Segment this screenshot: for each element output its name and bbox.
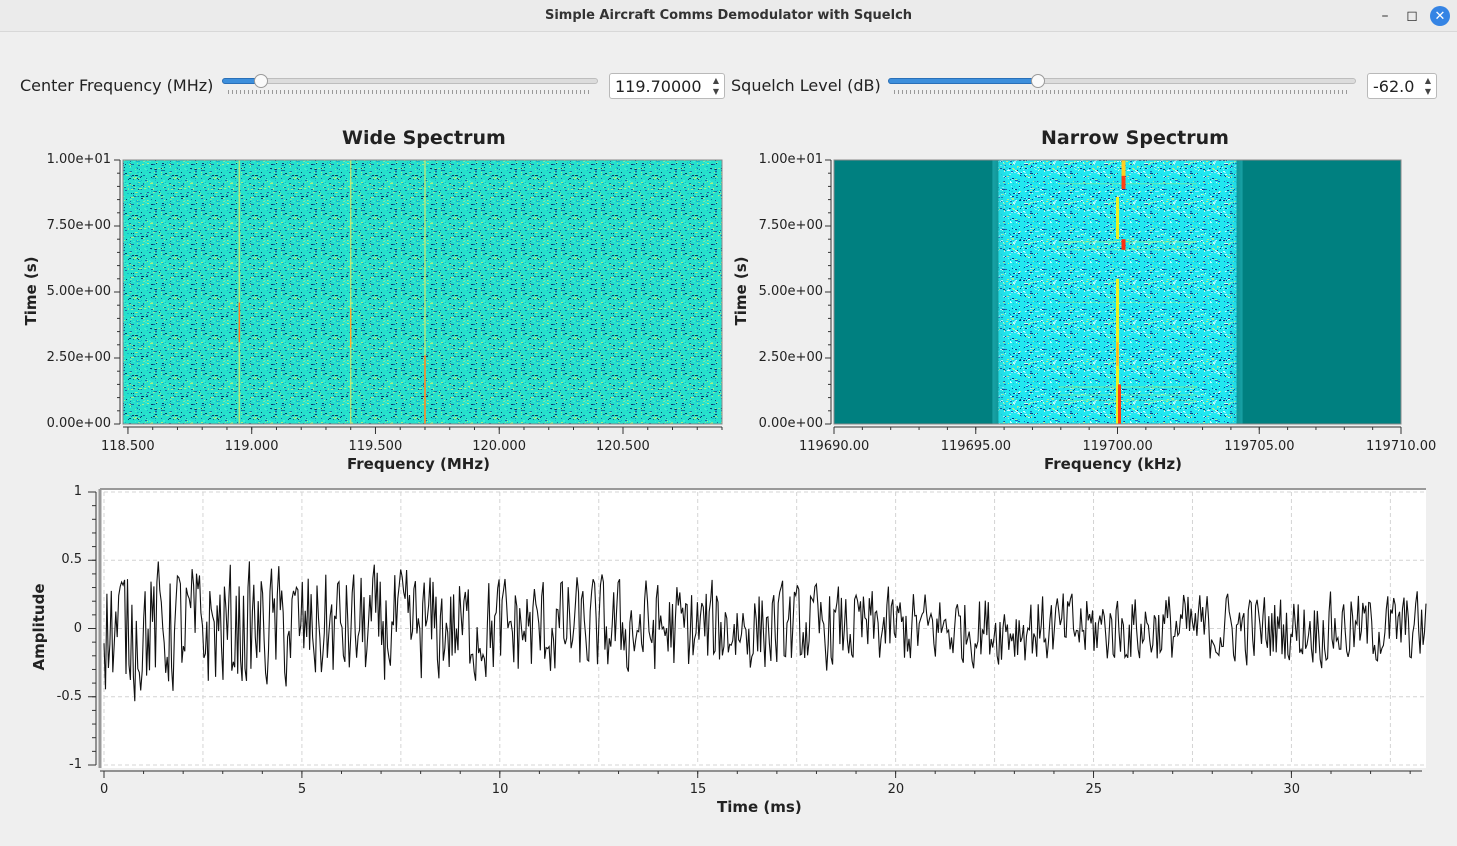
narrow-spectrum-x-axis-title: Frequency (kHz) — [1044, 455, 1182, 473]
time-plot-x-tick-label: 25 — [1085, 782, 1103, 797]
narrow-spectrum-x-tick-label: 119710.00 — [1366, 439, 1437, 454]
title-bar: Simple Aircraft Comms Demodulator with S… — [0, 0, 1457, 32]
squelch-level-spinbox[interactable]: -62.0 ▲ ▼ — [1367, 73, 1437, 99]
time-plot-waveform — [103, 561, 1427, 702]
wide-spectrum-y-tick-label: 5.00e+00 — [46, 284, 111, 299]
narrow-spectrum-y-axis-title: Time (s) — [732, 256, 750, 326]
spin-down-icon[interactable]: ▼ — [712, 87, 720, 96]
squelch-level-label: Squelch Level (dB) — [731, 76, 881, 95]
narrow-spectrum-y-tick-label: 5.00e+00 — [758, 284, 823, 299]
wide-spectrum-y-tick-label: 2.50e+00 — [46, 350, 111, 365]
narrow-spectrum-y-tick-label: 0.00e+00 — [758, 416, 823, 431]
narrow-spectrum-title: Narrow Spectrum — [1041, 127, 1229, 149]
time-plot-y-axis-title: Amplitude — [30, 583, 48, 671]
narrow-spectrum-y-tick-label: 2.50e+00 — [758, 350, 823, 365]
wide-spectrum-x-tick-label: 119.500 — [348, 439, 403, 454]
squelch-level-slider-handle[interactable] — [1030, 74, 1045, 88]
time-plot-x-tick-label: 0 — [100, 782, 109, 797]
narrow-spectrum-y-tick-label: 7.50e+00 — [758, 218, 823, 233]
wide-spectrum-noise-floor — [123, 160, 722, 424]
time-plot-y-tick-label: 1 — [73, 484, 82, 499]
narrow-spectrum-x-tick-label: 119695.00 — [940, 439, 1012, 454]
time-plot-x-tick-label: 5 — [297, 782, 307, 797]
wide-spectrum-x-tick-label: 118.500 — [100, 439, 155, 454]
narrow-spectrum-passband-edges — [992, 160, 1243, 424]
wide-spectrum-y-tick-label: 7.50e+00 — [46, 218, 111, 233]
wide-spectrum-x-axis-title: Frequency (MHz) — [347, 455, 490, 473]
center-frequency-slider-handle[interactable] — [254, 74, 269, 88]
narrow-spectrum-x-tick-label: 119705.00 — [1224, 439, 1295, 454]
time-plot-y-tick-label: 0.5 — [61, 552, 82, 568]
time-plot-y-tick-label: -0.5 — [56, 688, 82, 704]
narrow-spectrum-carrier — [1116, 160, 1126, 424]
time-plot-x-tick-label: 30 — [1283, 782, 1300, 797]
wide-spectrum-y-tick-label: 1.00e+01 — [46, 152, 111, 167]
center-frequency-value[interactable]: 119.70000 — [615, 77, 702, 96]
slider-ticks — [228, 90, 592, 94]
narrow-spectrum-x-tick-label: 119690.00 — [799, 439, 870, 454]
wide-spectrum-x-tick-label: 120.000 — [472, 439, 526, 454]
wide-spectrum-x-tick-label: 120.500 — [595, 439, 650, 454]
squelch-level-value[interactable]: -62.0 — [1373, 77, 1415, 96]
time-plot-x-tick-label: 10 — [491, 782, 509, 797]
minimize-icon[interactable]: – — [1381, 8, 1389, 24]
slider-ticks — [894, 90, 1350, 94]
close-icon[interactable]: ✕ — [1430, 6, 1450, 26]
center-frequency-spinbox[interactable]: 119.70000 ▲ ▼ — [609, 73, 725, 99]
spin-up-icon[interactable]: ▲ — [712, 76, 720, 85]
time-plot-y-tick-label: 0 — [73, 620, 82, 636]
window-title: Simple Aircraft Comms Demodulator with S… — [544, 8, 913, 23]
time-plot-x-axis-title: Time (ms) — [717, 798, 802, 816]
wide-spectrum-title: Wide Spectrum — [342, 127, 506, 149]
wide-spectrum-x-tick-label: 119.000 — [224, 439, 279, 454]
wide-spectrum-y-tick-label: 0.00e+00 — [46, 416, 111, 431]
spin-down-icon[interactable]: ▼ — [1424, 87, 1432, 96]
center-frequency-slider[interactable] — [222, 74, 598, 96]
spin-up-icon[interactable]: ▲ — [1424, 76, 1432, 85]
maximize-icon[interactable]: ◻ — [1406, 8, 1418, 24]
wide-spectrum-y-axis-title: Time (s) — [22, 256, 40, 326]
squelch-level-slider[interactable] — [888, 74, 1356, 96]
time-plot-y-tick-label: -1 — [69, 757, 82, 772]
time-plot-x-tick-label: 20 — [887, 782, 905, 797]
center-frequency-label: Center Frequency (MHz) — [20, 76, 214, 95]
narrow-spectrum-y-tick-label: 1.00e+01 — [758, 152, 823, 167]
narrow-spectrum-x-tick-label: 119700.00 — [1082, 439, 1153, 454]
time-plot-x-tick-label: 15 — [689, 782, 707, 797]
